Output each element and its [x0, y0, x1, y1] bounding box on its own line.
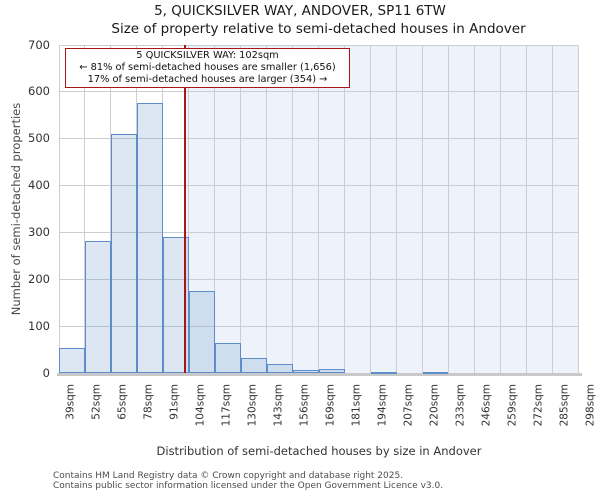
x-tick-label: 130sqm: [246, 384, 259, 427]
v-gridline: [292, 45, 294, 373]
x-tick-label: 207sqm: [402, 384, 415, 427]
property-size-marker-line: [183, 45, 186, 373]
v-gridline: [318, 45, 320, 373]
v-gridline: [266, 45, 268, 373]
x-tick-label: 91sqm: [168, 384, 181, 420]
histogram-bar: [84, 241, 111, 373]
histogram-bar: [422, 371, 449, 374]
v-gridline: [58, 45, 60, 373]
x-axis-line: [57, 373, 583, 376]
v-gridline: [240, 45, 242, 373]
v-gridline: [188, 45, 190, 373]
x-tick-label: 65sqm: [116, 384, 129, 420]
footer-copyright-line: Contains HM Land Registry data © Crown c…: [53, 471, 404, 481]
x-tick-label: 246sqm: [480, 384, 493, 427]
histogram-bar: [292, 370, 319, 373]
histogram-bar: [266, 363, 293, 373]
y-tick-label: 400: [28, 178, 50, 193]
x-tick-label: 220sqm: [428, 384, 441, 427]
histogram-bar: [214, 342, 241, 373]
histogram-bar: [240, 358, 267, 373]
x-tick-label: 117sqm: [220, 384, 233, 427]
y-tick-label: 300: [28, 224, 50, 239]
histogram-bar: [136, 102, 163, 373]
y-tick-label: 0: [42, 365, 50, 380]
histogram-bar: [188, 290, 215, 373]
x-tick-label: 194sqm: [376, 384, 389, 427]
v-gridline: [499, 45, 501, 373]
y-tick-label: 200: [28, 271, 50, 286]
v-gridline: [162, 45, 164, 373]
v-gridline: [84, 45, 86, 373]
x-tick-label: 156sqm: [298, 384, 311, 427]
v-gridline: [551, 45, 553, 373]
y-tick-label: 100: [28, 318, 50, 333]
x-tick-label: 181sqm: [350, 384, 363, 427]
v-gridline: [473, 45, 475, 373]
x-tick-label: 104sqm: [194, 384, 207, 427]
v-gridline: [422, 45, 423, 373]
y-axis-title: Number of semi-detached properties: [9, 102, 23, 316]
x-tick-label: 272sqm: [532, 384, 545, 427]
x-tick-label: 285sqm: [558, 384, 571, 427]
histogram-bar: [110, 134, 137, 373]
v-gridline: [525, 45, 527, 373]
x-tick-label: 78sqm: [142, 384, 155, 420]
v-gridline: [577, 45, 579, 373]
x-tick-label: 259sqm: [506, 384, 519, 427]
x-tick-label: 143sqm: [272, 384, 285, 427]
y-tick-label: 700: [28, 37, 50, 52]
x-tick-label: 233sqm: [454, 384, 467, 427]
v-gridline: [214, 45, 216, 373]
chart-subtitle: Size of property relative to semi-detach…: [111, 21, 526, 37]
x-tick-label: 52sqm: [90, 384, 103, 420]
property-annotation-box: 5 QUICKSILVER WAY: 102sqm ← 81% of semi-…: [65, 48, 350, 88]
annotation-line-3: 17% of semi-detached houses are larger (…: [87, 74, 328, 86]
x-tick-label: 298sqm: [584, 384, 597, 427]
y-tick-label: 600: [28, 84, 50, 99]
x-tick-label: 169sqm: [324, 384, 337, 427]
page-title: 5, QUICKSILVER WAY, ANDOVER, SP11 6TW: [154, 3, 446, 19]
footer-licence-line: Contains public sector information licen…: [53, 481, 444, 491]
v-gridline: [447, 45, 449, 373]
v-gridline: [344, 45, 346, 373]
histogram-bar: [318, 368, 345, 373]
v-gridline: [370, 45, 372, 373]
histogram-bar: [370, 371, 397, 374]
v-gridline: [396, 45, 398, 373]
x-tick-label: 39sqm: [65, 384, 77, 420]
histogram-bar: [59, 348, 85, 373]
annotation-line-2: ← 81% of semi-detached houses are smalle…: [79, 62, 336, 74]
y-tick-label: 500: [28, 131, 50, 146]
annotation-line-1: 5 QUICKSILVER WAY: 102sqm: [136, 50, 279, 61]
larger-properties-shade-region: [184, 45, 579, 373]
x-axis-title: Distribution of semi-detached houses by …: [156, 444, 482, 458]
